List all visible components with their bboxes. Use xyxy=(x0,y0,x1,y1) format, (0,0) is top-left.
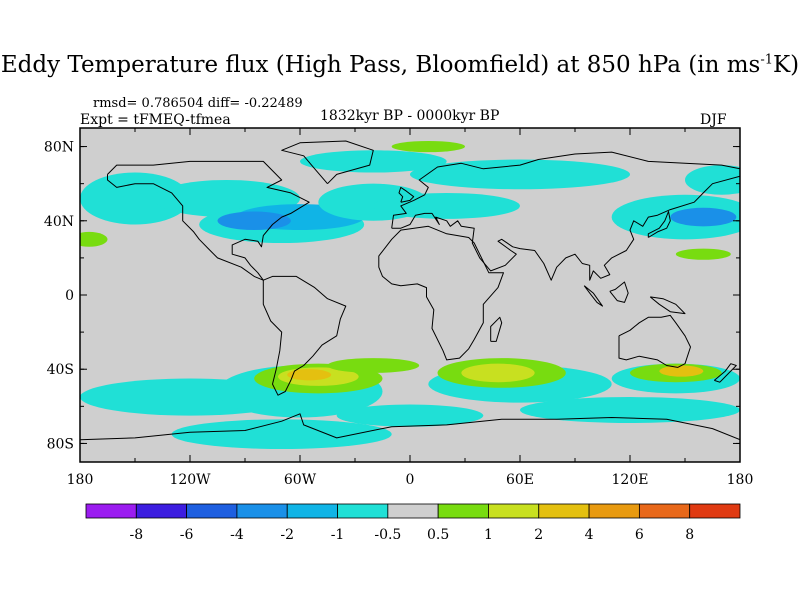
period-label: 1832kyr BP - 0000kyr BP xyxy=(320,108,500,124)
lon-label: 120E xyxy=(612,472,649,488)
coast-north-america xyxy=(107,160,310,281)
colorbar-swatch xyxy=(387,503,439,519)
colorbar-swatch xyxy=(588,503,640,519)
season-label: DJF xyxy=(700,112,727,128)
anomaly-europe xyxy=(373,192,520,219)
colorbar: -8 -6 -4 -2 -1 -0.5 0.5 1 2 4 6 8 xyxy=(85,503,741,543)
coast-borneo xyxy=(609,281,629,303)
coast-japan xyxy=(647,211,671,238)
colorbar-label: -2 xyxy=(280,527,294,543)
lat-label: 40N xyxy=(44,214,74,230)
anomaly-siberia xyxy=(410,159,630,190)
colorbar-label: -8 xyxy=(129,527,143,543)
colorbar-swatch xyxy=(286,503,338,519)
title-main: Eddy Temperature flux (High Pass, Bloomf… xyxy=(0,52,761,78)
map-field xyxy=(80,128,740,462)
colorbar-swatch xyxy=(638,503,691,519)
anomaly-southern-ocean-2 xyxy=(336,404,484,427)
anomaly-indian-yellow xyxy=(461,363,535,383)
title-tail: K) xyxy=(773,52,800,78)
lat-label: 80S xyxy=(47,436,74,452)
anomaly-npac-green xyxy=(80,231,108,247)
anomaly-namerica-2 xyxy=(217,211,291,231)
anomaly-arctic-green xyxy=(391,140,466,153)
colorbar-label: 2 xyxy=(534,527,543,543)
coast-uk xyxy=(398,186,415,203)
anomaly-satlantic-orange xyxy=(287,369,332,381)
anomaly-australia-orange xyxy=(659,365,704,377)
anomaly-antarctic-1 xyxy=(171,419,392,450)
anomaly-bering xyxy=(685,165,740,195)
colorbar-label: -1 xyxy=(331,527,345,543)
lon-label: 0 xyxy=(406,472,415,488)
coast-madagascar xyxy=(490,316,503,342)
map-axes: 80N 40N 0 40S 80S 180 120W 60W 0 60E 120E 180 xyxy=(44,127,754,488)
map-panel xyxy=(80,128,740,462)
colorbar-swatch xyxy=(538,503,590,519)
colorbar-label: -6 xyxy=(180,527,194,543)
lat-label: 40S xyxy=(47,362,74,378)
colorbar-swatch xyxy=(135,503,188,519)
coast-africa xyxy=(378,225,504,361)
anomaly-satlantic-east xyxy=(327,358,420,373)
colorbar-label: 8 xyxy=(685,527,694,543)
coast-eurasia xyxy=(391,151,740,281)
anomaly-npacific-1 xyxy=(80,172,190,225)
colorbar-swatch xyxy=(488,503,540,519)
colorbar-swatch xyxy=(85,503,137,519)
lon-label: 60E xyxy=(506,472,534,488)
colorbar-swatch xyxy=(186,503,238,519)
lon-label: 180 xyxy=(67,472,94,488)
colorbar-label: 4 xyxy=(585,527,594,543)
lat-label: 0 xyxy=(65,288,74,304)
colorbar-label: 6 xyxy=(635,527,644,543)
anomaly-southern-ocean xyxy=(520,397,740,424)
figure-title: Eddy Temperature flux (High Pass, Bloomf… xyxy=(0,52,800,78)
lat-label: 80N xyxy=(44,140,74,156)
coast-new-zealand xyxy=(713,363,737,383)
colorbar-label: 1 xyxy=(484,527,493,543)
coast-greenland xyxy=(281,140,374,185)
coast-south-america xyxy=(262,275,347,396)
colorbar-swatch xyxy=(236,503,288,519)
anomaly-wpacific-core xyxy=(670,207,737,227)
colorbar-label: 0.5 xyxy=(427,527,449,543)
experiment-label: Expt = tFMEQ-tfmea xyxy=(80,112,231,128)
lon-label: 60W xyxy=(284,472,317,488)
title-superscript: -1 xyxy=(760,52,773,68)
lon-label: 180 xyxy=(727,472,754,488)
colorbar-swatch xyxy=(437,503,489,519)
coast-sumatra xyxy=(583,285,603,307)
stats-label: rmsd= 0.786504 diff= -0.22489 xyxy=(93,96,303,111)
coast-australia xyxy=(618,314,691,368)
colorbar-label: -4 xyxy=(230,527,244,543)
colorbar-label: -0.5 xyxy=(374,527,401,543)
lon-label: 120W xyxy=(169,472,211,488)
coast-new-guinea xyxy=(649,296,686,315)
coast-antarctica xyxy=(80,413,740,441)
anomaly-subtrop-green xyxy=(675,248,731,260)
colorbar-swatch xyxy=(337,503,389,519)
anomaly-arctic xyxy=(300,150,447,173)
colorbar-swatch xyxy=(689,503,741,519)
